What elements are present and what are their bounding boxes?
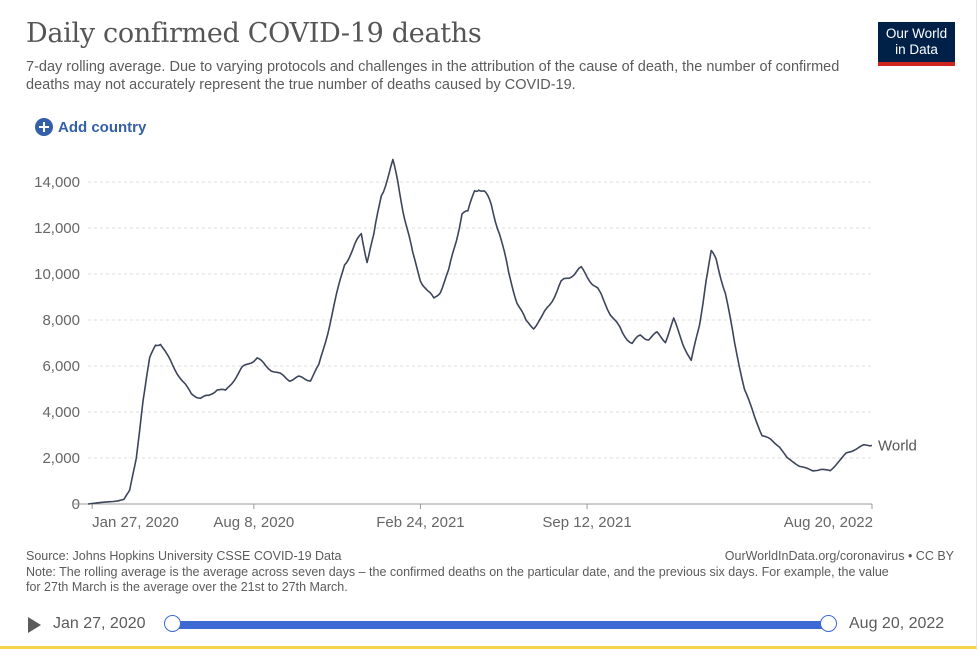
timeline-start-handle[interactable] [164, 615, 181, 632]
y-tick-label: 6,000 [42, 358, 80, 375]
y-tick-label: 12,000 [34, 220, 80, 237]
credit-link[interactable]: OurWorldInData.org/coronavirus • CC BY [724, 549, 954, 563]
series-line-world[interactable] [87, 158, 873, 505]
note-text: Note: The rolling average is the average… [26, 564, 889, 595]
y-tick-label: 2,000 [42, 450, 80, 467]
line-chart: 02,0004,0006,0008,00010,00012,00014,000J… [34, 158, 917, 531]
x-tick-label: Jan 27, 2020 [92, 514, 179, 531]
chart-footer: Source: Johns Hopkins University CSSE CO… [26, 549, 906, 596]
add-country-button[interactable]: Add country [35, 118, 146, 136]
y-tick-label: 10,000 [34, 266, 80, 283]
add-country-label: Add country [58, 118, 147, 136]
x-tick-label: Sep 12, 2021 [542, 514, 631, 531]
y-tick-label: 4,000 [42, 404, 80, 421]
play-icon[interactable] [28, 617, 41, 633]
x-tick-label: Feb 24, 2021 [376, 514, 464, 531]
source-text: Source: Johns Hopkins University CSSE CO… [26, 549, 342, 563]
timeline-slider: Jan 27, 2020 Aug 20, 2022 [0, 608, 978, 642]
timeline-start-label: Jan 27, 2020 [53, 615, 146, 632]
owid-logo[interactable]: Our World in Data [878, 22, 955, 66]
y-tick-label: 14,000 [34, 174, 80, 191]
logo-line-2: in Data [895, 42, 938, 57]
y-tick-label: 8,000 [42, 312, 80, 329]
plus-circle-icon [35, 118, 53, 136]
x-tick-label: Aug 8, 2020 [213, 514, 294, 531]
logo-line-1: Our World [885, 26, 948, 41]
chart-subtitle: 7-day rolling average. Due to varying pr… [26, 59, 840, 93]
chart-title: Daily confirmed COVID-19 deaths [26, 18, 482, 49]
timeline-end-handle[interactable] [820, 615, 837, 632]
x-tick-label: Aug 20, 2022 [784, 514, 873, 531]
timeline-end-label: Aug 20, 2022 [849, 615, 945, 632]
series-label-world[interactable]: World [878, 437, 917, 454]
timeline-track[interactable] [172, 621, 828, 629]
